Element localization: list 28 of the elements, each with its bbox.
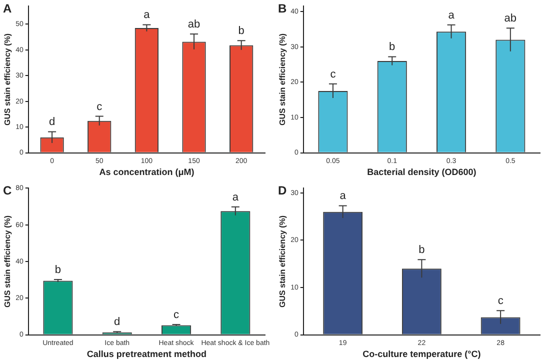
annotation: c [96,100,103,113]
annotation: c [498,295,504,308]
annotation: ab [188,18,200,31]
annotation: a [340,190,347,202]
annotation: ab [504,12,517,25]
annotation: c [330,68,336,80]
x-axis-title: Co-culture temperature (°C) [362,349,481,360]
annotation: b [389,41,396,54]
annotation: a [232,191,240,204]
y-axis-title: GUS stain efficiency (%) [278,33,288,126]
chart-title: A [3,1,12,16]
annotation: b [54,264,62,276]
x-axis-title: As concentration (μM) [99,167,194,178]
annotation: c [174,309,180,322]
annotation: a [144,9,151,22]
annotation: b [238,25,244,38]
x-axis-title: Bacterial density (OD600) [367,167,476,178]
annotation: d [114,316,120,328]
y-axis-title: GUS stain efficiency (%) [3,33,12,126]
chart-title: B [278,1,287,16]
annotation: b [418,244,425,256]
y-axis-title: GUS stain efficiency (%) [3,215,12,308]
chart-title: D [278,183,287,198]
x-axis-title: Callus pretreatment method [86,349,206,360]
y-axis-title: GUS stain efficiency (%) [278,215,288,308]
annotation: a [448,9,456,22]
annotation: d [48,116,56,128]
chart-title: C [3,183,12,198]
